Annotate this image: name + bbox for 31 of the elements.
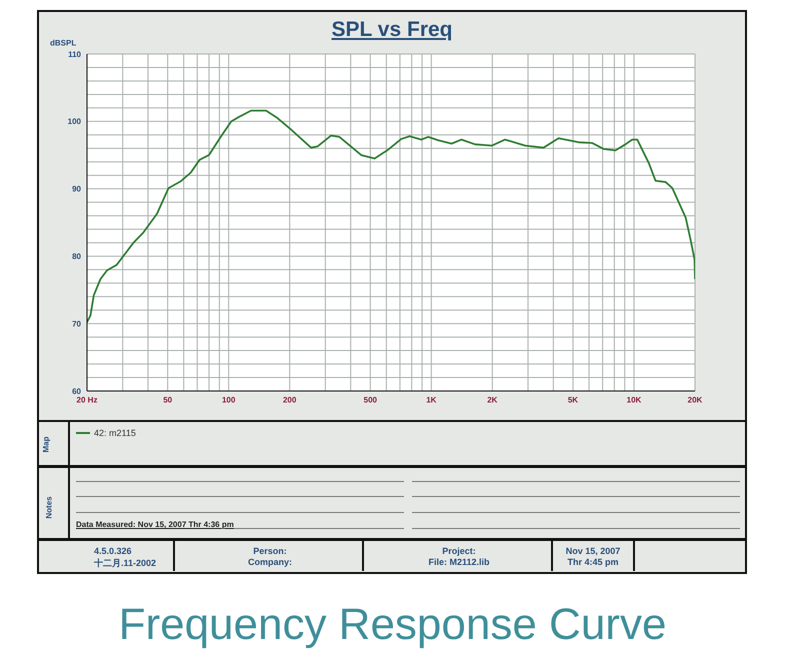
y-tick-label: 90 (72, 184, 82, 194)
x-tick-label: 100 (222, 396, 236, 405)
x-tick-label: 200 (282, 396, 297, 405)
text: Thr 4:45 pm (566, 557, 620, 567)
x-tick-label: 5K (568, 396, 578, 405)
x-tick-label: 500 (364, 396, 378, 405)
x-tick-label: 20K (688, 396, 703, 405)
text: Company: (246, 557, 293, 567)
x-tick-label: 1K (426, 396, 437, 405)
text: Frequency Response Curve (118, 600, 668, 650)
y-axis-title: dBSPL (50, 38, 76, 48)
text: Data Measured: Nov 15, 2007 Thr 4:36 pm (76, 520, 235, 529)
text: Map (42, 436, 50, 452)
y-tick-label: 110 (68, 50, 82, 59)
chart-title: SPL vs Freq (332, 18, 452, 41)
text: Notes (44, 496, 54, 519)
x-tick-label: 20 Hz (76, 396, 98, 405)
x-tick-label: 2K (487, 396, 498, 405)
text: Person: (252, 546, 288, 556)
y-tick-label: 60 (72, 386, 82, 396)
y-tick-label: 100 (68, 117, 82, 126)
text: Project: (441, 546, 477, 556)
x-tick-label: 50 (163, 396, 173, 405)
y-tick-label: 80 (72, 252, 82, 262)
text: File: M2112.lib (427, 557, 491, 567)
text: 4.5.0.326 (94, 546, 133, 556)
text: 十二月.11-2002 (94, 557, 158, 570)
y-tick-label: 70 (72, 319, 82, 328)
legend-label: 42: m2115 (94, 428, 136, 438)
text: Nov 15, 2007 (564, 546, 622, 556)
x-tick-label: 10K (626, 396, 642, 405)
